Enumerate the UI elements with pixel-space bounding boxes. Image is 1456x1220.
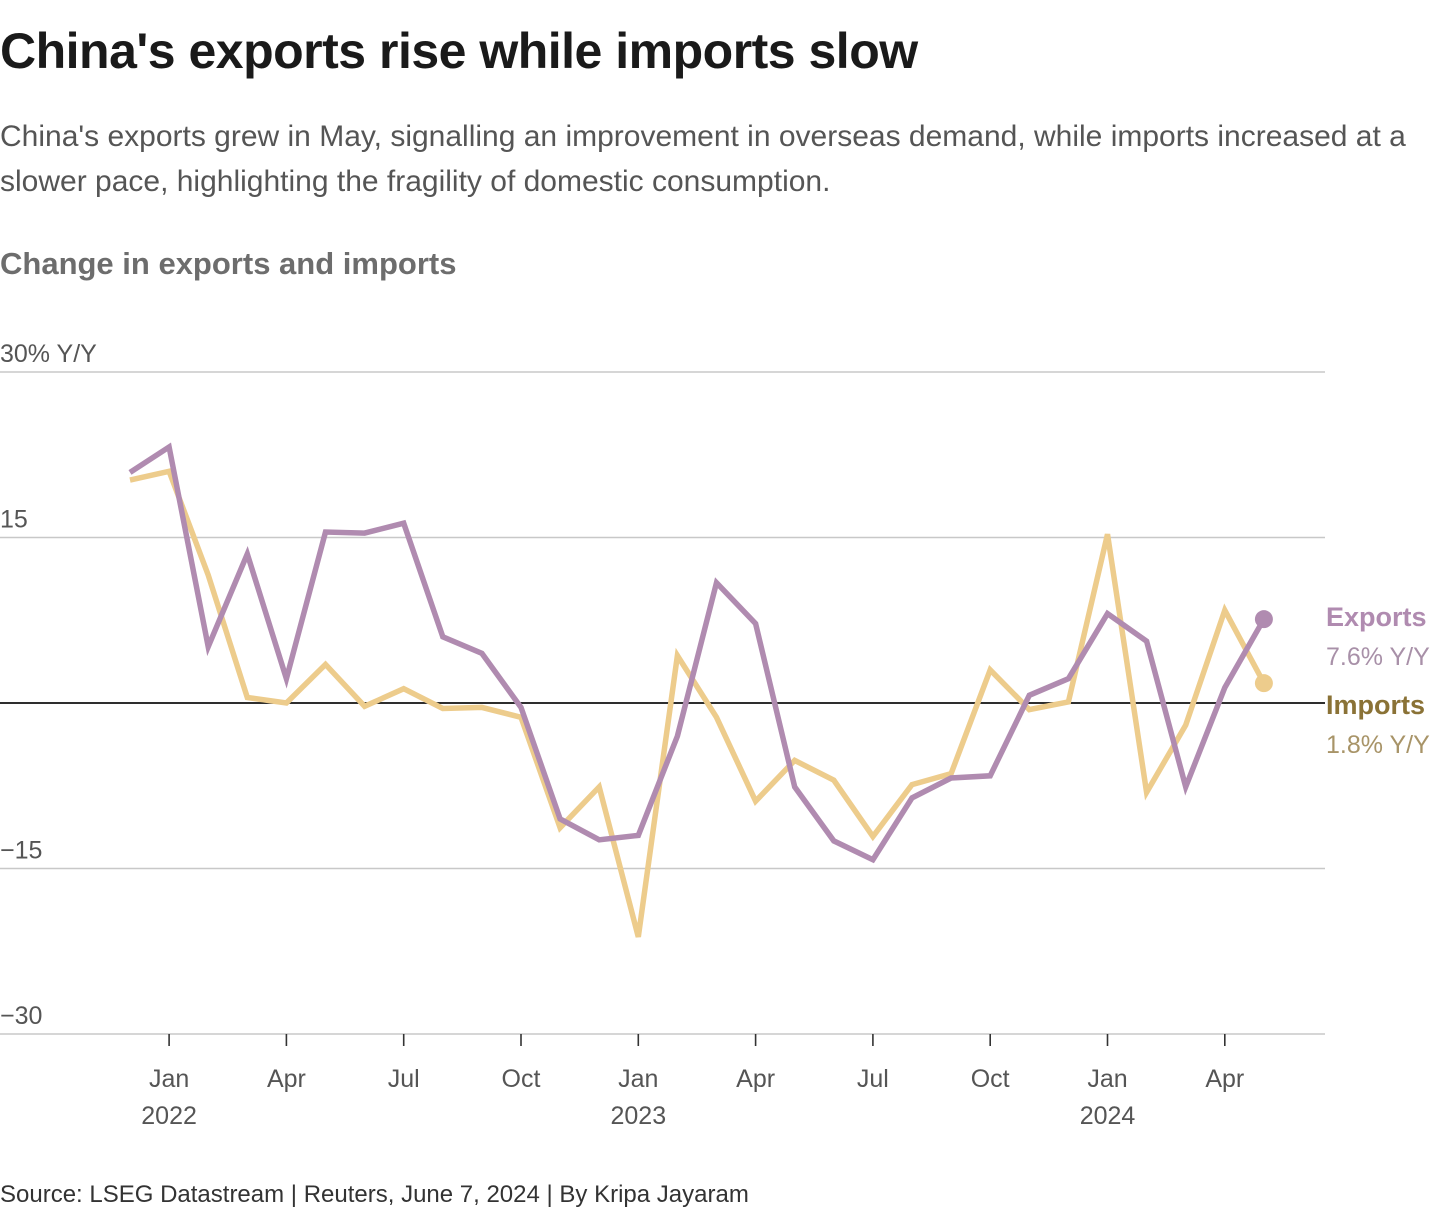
x-tick-label: Jul xyxy=(388,1065,420,1093)
exports-end-dot xyxy=(1254,610,1273,629)
exports-value-label: 7.6% Y/Y xyxy=(1326,643,1430,671)
y-tick-label: −30 xyxy=(0,1002,42,1030)
y-gridlines: 30% Y/Y 15 −15 −30 xyxy=(0,340,1325,1035)
imports-label: Imports xyxy=(1326,690,1425,720)
x-year-label: 2022 xyxy=(141,1102,197,1130)
x-tick-label: Apr xyxy=(267,1065,306,1093)
x-tick-label: Oct xyxy=(971,1065,1010,1093)
end-labels: Exports 7.6% Y/Y Imports 1.8% Y/Y xyxy=(1326,602,1430,759)
x-year-label: 2024 xyxy=(1080,1102,1136,1130)
imports-end-dot xyxy=(1254,674,1273,693)
x-tick-label: Apr xyxy=(736,1065,775,1093)
source-note: Source: LSEG Datastream | Reuters, June … xyxy=(0,1181,749,1208)
x-tick-label: Jan xyxy=(149,1065,189,1093)
y-tick-label: 15 xyxy=(0,506,28,534)
y-tick-label: 30% Y/Y xyxy=(0,340,97,368)
x-tick-label: Jan xyxy=(1087,1065,1127,1093)
x-tick-label: Oct xyxy=(502,1065,541,1093)
x-tick-label: Jan xyxy=(618,1065,658,1093)
exports-line xyxy=(128,442,1267,864)
imports-line xyxy=(129,468,1267,938)
page-subtitle: China's exports grew in May, signalling … xyxy=(0,120,1406,198)
x-tick-label: Apr xyxy=(1205,1065,1244,1093)
page-title: China's exports rise while imports slow xyxy=(0,23,918,79)
x-year-label: 2023 xyxy=(610,1102,666,1130)
imports-value-label: 1.8% Y/Y xyxy=(1326,731,1430,759)
line-chart: 30% Y/Y 15 −15 −30 Jan 2022 Apr Jul Oct Jan 2023 A… xyxy=(0,340,1430,1130)
x-axis: Jan 2022 Apr Jul Oct Jan 2023 Apr Jul Oct Jan 2024 A… xyxy=(141,1034,1244,1130)
series-lines xyxy=(128,442,1273,938)
y-tick-label: −15 xyxy=(0,837,42,865)
exports-label: Exports xyxy=(1326,602,1427,632)
chart-title: Change in exports and imports xyxy=(0,246,457,281)
x-tick-label: Jul xyxy=(857,1065,889,1093)
